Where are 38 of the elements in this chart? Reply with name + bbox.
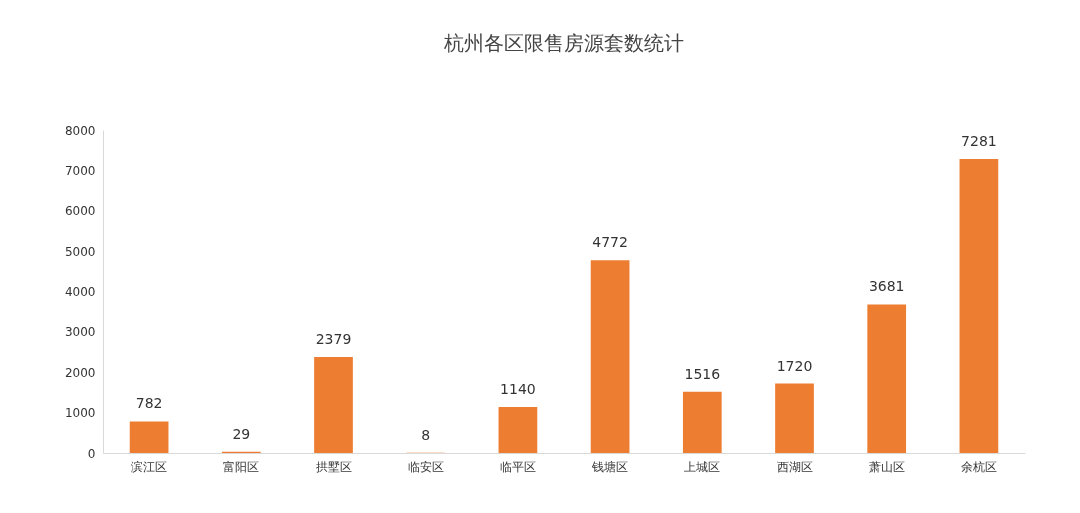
y-tick-label: 2000 [64,365,96,380]
y-tick-label: 7000 [64,163,96,178]
data-label: 782 [135,395,163,412]
x-tick-label: 余杭区 [960,459,997,474]
y-tick-label: 8000 [64,123,96,138]
y-tick-label: 0 [87,446,96,461]
data-label: 3681 [868,278,905,295]
bar [682,391,722,453]
data-label: 1140 [500,380,536,397]
data-label: 2379 [315,330,352,347]
data-label: 7281 [961,133,997,150]
x-tick-label: 临安区 [407,459,444,474]
data-label: 4772 [592,234,628,251]
y-tick-label: 5000 [64,244,96,259]
data-label: 1516 [684,365,721,382]
y-tick-label: 1000 [64,406,96,421]
x-tick-label: 滨江区 [131,459,168,474]
data-label: 1720 [776,357,813,374]
bar [129,421,169,453]
bar [775,383,814,453]
x-tick-label: 拱墅区 [315,459,352,474]
x-tick-label: 萧山区 [868,459,905,474]
x-tick-label: 西湖区 [776,459,813,474]
bar [959,159,999,453]
bar [590,260,630,453]
y-tick-label: 3000 [64,325,96,340]
data-label: 29 [232,425,251,442]
x-tick-label: 上城区 [684,459,721,474]
chart-title: 杭州各区限售房源套数统计 [443,31,684,55]
bar [867,304,907,453]
x-tick-label: 钱塘区 [591,459,629,474]
x-tick-label: 临平区 [499,459,536,474]
bar [498,406,538,453]
y-tick-label: 6000 [64,204,96,219]
data-label: 8 [421,426,431,443]
bar [314,356,353,453]
x-tick-label: 富阳区 [223,459,260,474]
y-tick-label: 4000 [64,285,96,299]
